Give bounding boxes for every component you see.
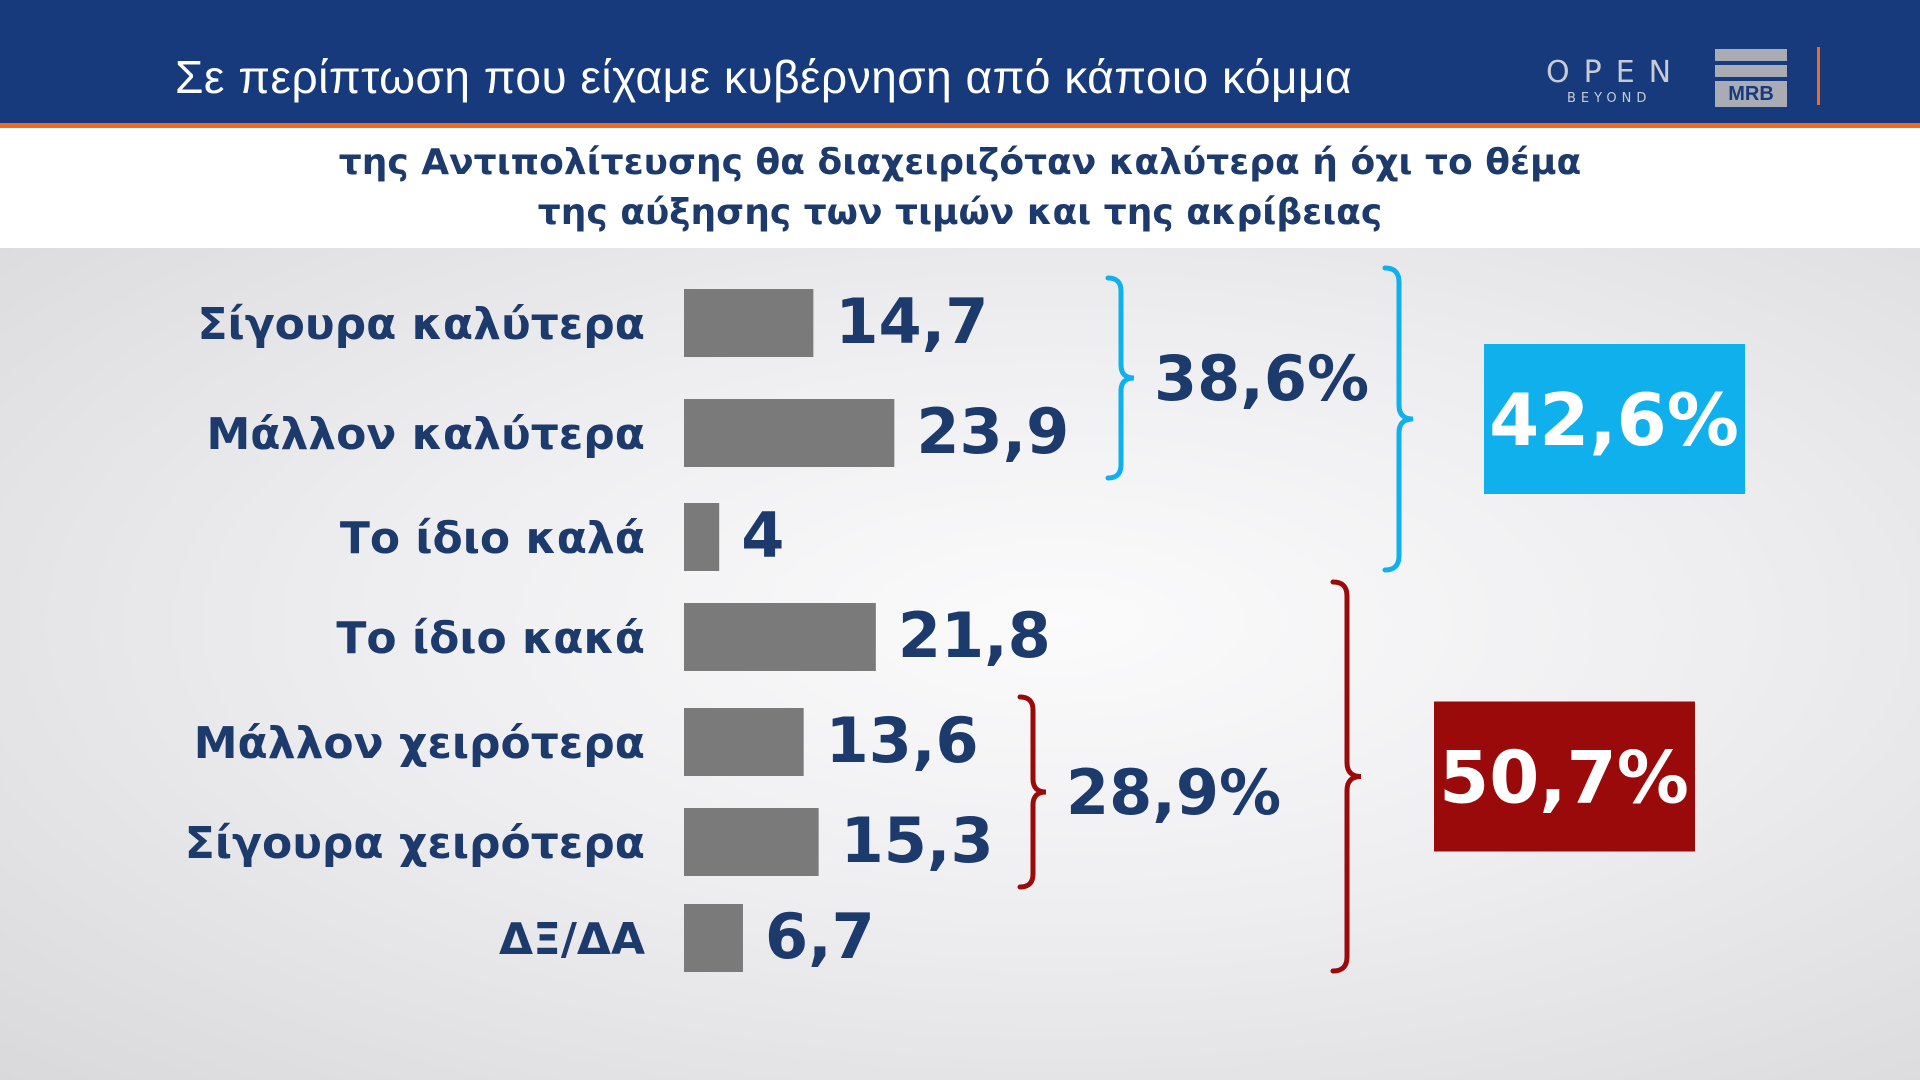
subtitle-band — [0, 128, 1920, 248]
group-brace — [1105, 275, 1135, 481]
bar-value-label: 14,7 — [835, 285, 988, 358]
bar — [684, 708, 804, 776]
bar — [684, 603, 876, 671]
bar-value-label: 4 — [741, 499, 784, 572]
mrb-logo-box — [1715, 81, 1787, 107]
bar — [684, 289, 814, 357]
page-title: Σε περίπτωση που είχαμε κυβέρνηση από κά… — [175, 51, 1353, 103]
bar-value-label: 21,8 — [898, 599, 1051, 672]
header-bar — [0, 0, 1920, 123]
brand-divider — [1817, 47, 1820, 105]
bar — [684, 503, 720, 571]
bar — [684, 904, 743, 972]
category-label: Το ίδιο καλά — [340, 513, 645, 564]
mrb-logo: MRB — [1715, 49, 1787, 107]
category-label: Σίγουρα καλύτερα — [198, 299, 646, 350]
bar-value-label: 15,3 — [841, 804, 994, 877]
group-total-label: 28,9% — [1066, 756, 1281, 829]
category-label: Το ίδιο κακά — [336, 613, 645, 664]
open-logo-text: OPEN — [1546, 55, 1686, 90]
total-label: 50,7% — [1439, 736, 1689, 820]
group-total-label: 38,6% — [1154, 342, 1369, 415]
mrb-logo-bar — [1715, 49, 1787, 61]
bar — [684, 399, 895, 467]
chart-subtitle-line-2: της αύξησης των τιμών και της ακρίβειας — [537, 192, 1383, 233]
total-brace — [1382, 265, 1414, 573]
header-accent-line — [0, 123, 1920, 128]
total-label: 42,6% — [1489, 378, 1739, 462]
total-brace — [1330, 579, 1362, 974]
bar-value-label: 23,9 — [916, 395, 1069, 468]
total-box — [1484, 344, 1745, 494]
bar-value-label: 13,6 — [826, 704, 979, 777]
total-box — [1434, 701, 1695, 852]
mrb-logo-text: MRB — [1728, 83, 1774, 105]
bar — [684, 808, 819, 876]
category-label: ΔΞ/ΔΑ — [499, 914, 645, 965]
group-brace — [1017, 694, 1047, 890]
category-label: Μάλλον καλύτερα — [206, 409, 645, 460]
chart-subtitle-line-1: της Αντιπολίτευσης θα διαχειριζόταν καλύ… — [338, 142, 1582, 183]
beyond-logo-text: BEYOND — [1567, 91, 1652, 106]
mrb-logo-bar — [1715, 65, 1787, 77]
category-label: Σίγουρα χειρότερα — [185, 818, 645, 869]
category-label: Μάλλον χειρότερα — [194, 718, 645, 769]
bar-value-label: 6,7 — [765, 900, 875, 973]
